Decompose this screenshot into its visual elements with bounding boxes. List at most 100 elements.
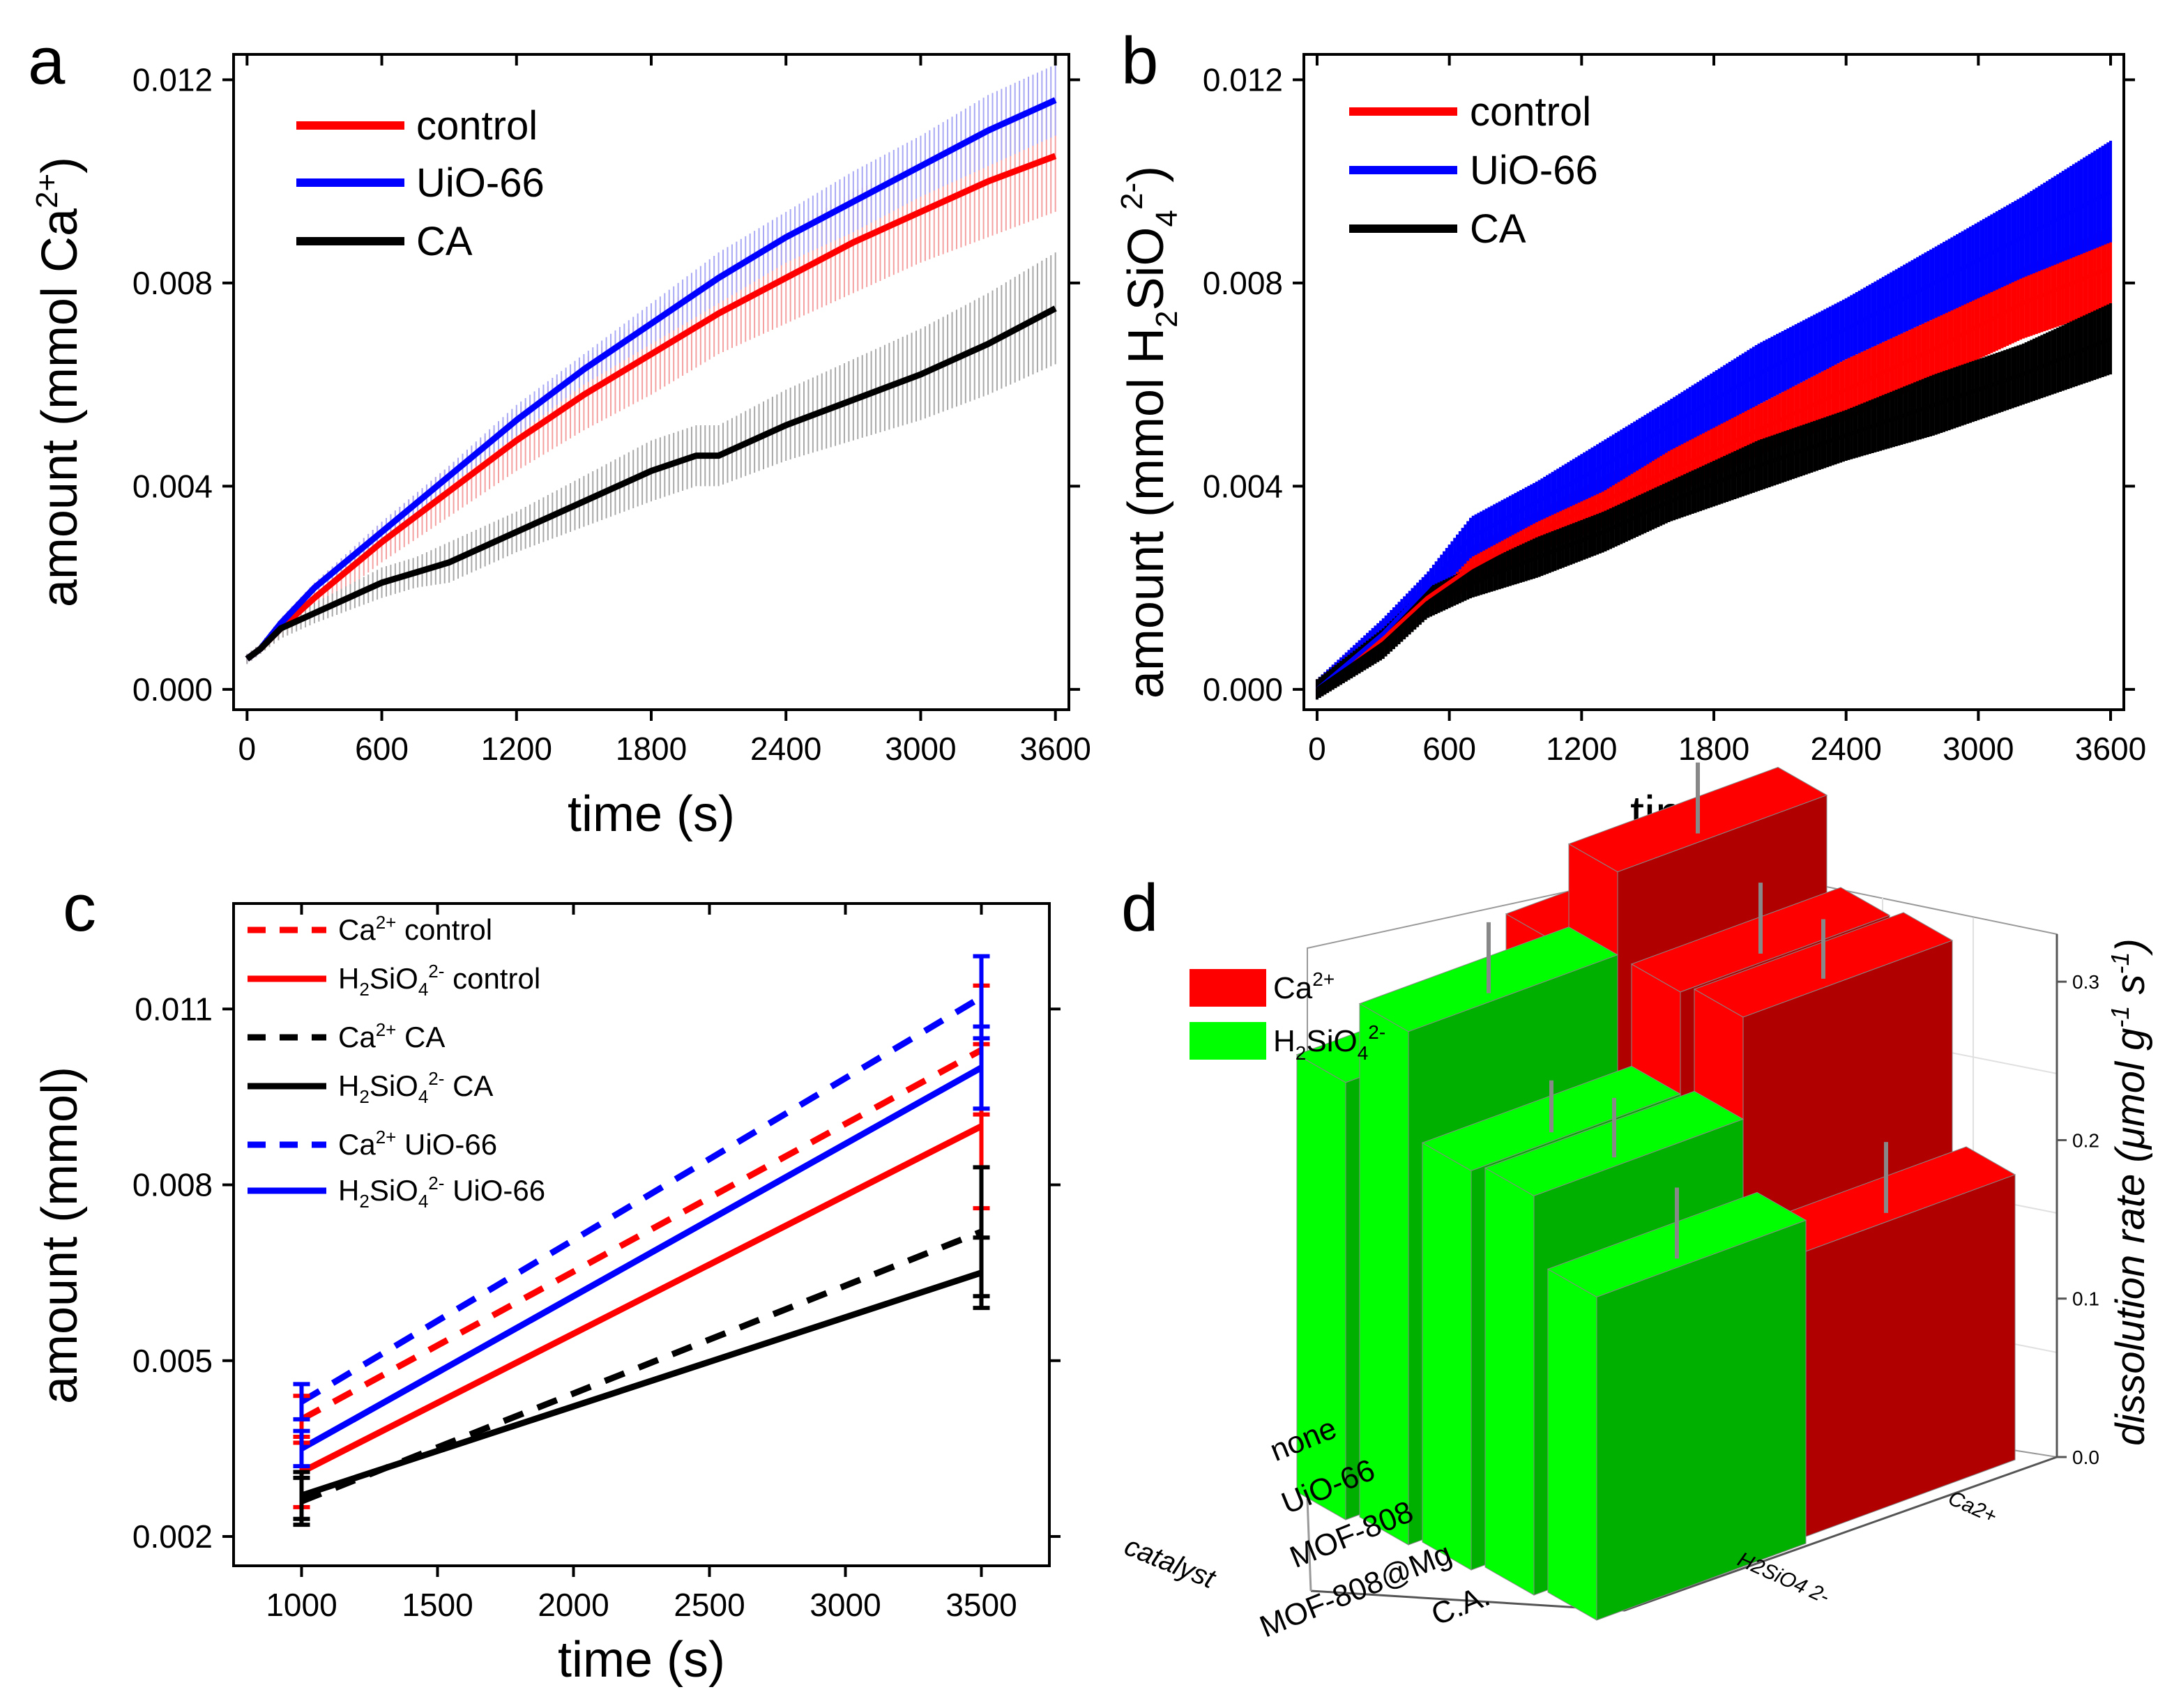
legend-c: Ca2+ control H2SiO42- control Ca2+ CA H2…	[248, 912, 545, 1212]
y-axis-title-a: amount (mmol Ca2+)	[30, 157, 88, 607]
x-tick-label: 0	[1308, 731, 1326, 767]
axis-ticks-b: 0 600 1200 1800 2400 3000 3600 0.000 0.004 0.008 0…	[1203, 54, 2146, 767]
y-tick-label: 0.012	[1203, 61, 1283, 98]
x-tick-label: 3000	[1943, 731, 2014, 767]
x-tick-label: 1200	[481, 731, 552, 767]
x-tick-label: 2000	[538, 1587, 609, 1623]
x-tick-label: 2400	[1811, 731, 1882, 767]
series-line-Ca2+ UiO-66	[300, 994, 983, 1405]
x-tick-label: 1500	[402, 1587, 473, 1623]
x-tick-label: 1800	[1678, 731, 1749, 767]
category-label: C.A.	[1427, 1578, 1495, 1632]
legend-label-control-a: control	[416, 103, 538, 148]
legend-d: Ca2+ H2SiO42-	[1190, 968, 1385, 1064]
z-tick-label: 0.0	[2072, 1447, 2099, 1468]
panel-label-c: c	[63, 871, 96, 945]
y-tick-label: 0.008	[1203, 265, 1283, 301]
series-axis-label-si: H2SiO4 2-	[1734, 1548, 1832, 1608]
legend-label-ca-control-c: Ca2+ control	[338, 912, 492, 946]
series-line-H2SiO42- UiO-66	[300, 1065, 983, 1451]
y-tick-label: 0.008	[132, 1167, 213, 1203]
bar-side-H2SiO42--C.A.	[1547, 1268, 1597, 1621]
z-tick-label: 0.1	[2072, 1288, 2099, 1310]
x-axis-title-c: time (s)	[558, 1632, 725, 1688]
z-axis-title-d: dissolution rate (μmol g-1 s-1)	[2106, 938, 2153, 1446]
legend-a: control UiO-66 CA	[296, 103, 545, 264]
series-line-control	[1316, 266, 2112, 692]
y-tick-label: 0.004	[132, 468, 213, 504]
z-tick-label: 0.3	[2072, 971, 2099, 993]
legend-label-uio66-a: UiO-66	[416, 160, 545, 206]
legend-label-ca-b: CA	[1470, 206, 1526, 252]
x-axis-title-a: time (s)	[568, 786, 735, 842]
legend-label-control-b: control	[1470, 89, 1591, 135]
series-line-H2SiO42- CA	[301, 1269, 982, 1499]
series-line-UiO-66	[245, 97, 1057, 662]
series-line-H2SiO42- control	[300, 1123, 983, 1475]
legend-label-uio66-b: UiO-66	[1470, 148, 1598, 193]
panel-b: b 0 600 1200 1800 2400 3000 3600 0.000 0.004 0.00…	[1115, 24, 2146, 842]
x-tick-label: 3000	[810, 1587, 881, 1623]
panel-c: c 1000 1500 2000 2500 3000 3500 0.002 0.005 0.00…	[32, 871, 1061, 1688]
legend-label-si-uio-c: H2SiO42- UiO-66	[338, 1173, 545, 1212]
y-tick-label: 0.002	[132, 1518, 213, 1555]
z-axis-d: 0.0 0.1 0.2 0.3	[2055, 934, 2099, 1468]
error-bars-c	[293, 954, 990, 1527]
y-axis-title-b: amount (mmol H2SiO42-)	[1115, 166, 1184, 699]
legend-label-si-d: H2SiO42-	[1273, 1021, 1385, 1064]
error-band-group-a	[246, 64, 1056, 664]
legend-label-si-control-c: H2SiO42- control	[338, 961, 540, 1000]
legend-label-si-ca-c: H2SiO42- CA	[338, 1068, 493, 1107]
legend-b: control UiO-66 CA	[1349, 89, 1598, 252]
legend-label-ca-a: CA	[416, 219, 473, 264]
x-tick-label: 3600	[2075, 731, 2146, 767]
z-tick-label: 0.2	[2072, 1129, 2099, 1151]
legend-label-ca-d: Ca2+	[1273, 968, 1335, 1005]
bar-side-H2SiO42--MOF-808	[1422, 1142, 1472, 1571]
x-tick-label: 2400	[750, 731, 821, 767]
x-tick-label: 600	[1422, 731, 1476, 767]
x-tick-label: 3600	[1020, 731, 1091, 767]
series-lines-c	[300, 994, 983, 1504]
series-line-CA	[245, 305, 1057, 662]
legend-label-ca-uio-c: Ca2+ UiO-66	[338, 1127, 497, 1161]
x-tick-label: 600	[355, 731, 409, 767]
x-tick-label: 2500	[674, 1587, 745, 1623]
plot-frame-c	[232, 902, 1051, 1567]
series-lines-b	[1316, 190, 2112, 692]
axis-ticks-c: 1000 1500 2000 2500 3000 3500 0.002 0.005 0.008 0…	[132, 903, 1061, 1623]
panel-d: d 0.0 0.1 0.2 0.3 dissolution rate (μmol g-…	[1120, 762, 2153, 1645]
legend-swatch-ca-d	[1190, 969, 1266, 1007]
series-line-Ca2+ control	[300, 1047, 983, 1422]
series-lines-a	[245, 97, 1057, 662]
legend-swatch-si-d	[1190, 1022, 1266, 1060]
axis-ticks-a: 0 600 1200 1800 2400 3000 3600 0.000 0.004 0.008 0…	[132, 54, 1091, 767]
x-tick-label: 1800	[616, 731, 687, 767]
x-axis-title-d: catalyst	[1120, 1531, 1221, 1595]
panel-label-a: a	[28, 24, 66, 98]
y-tick-label: 0.012	[132, 61, 213, 98]
series-axis-label-ca: Ca2+	[1945, 1486, 2000, 1528]
x-tick-label: 3500	[945, 1587, 1017, 1623]
x-tick-label: 1000	[266, 1587, 337, 1623]
y-axis-title-c: amount (mmol)	[32, 1067, 88, 1404]
y-tick-label: 0.000	[1203, 671, 1283, 708]
y-tick-label: 0.005	[132, 1343, 213, 1379]
series-line-control	[245, 153, 1057, 662]
bars-3d	[1295, 762, 2016, 1621]
bar-side-H2SiO42--MOF-808@Mg	[1484, 1167, 1535, 1596]
x-tick-label: 1200	[1546, 731, 1617, 767]
category-label: MOF-808@Mg	[1255, 1537, 1457, 1645]
panel-label-d: d	[1121, 871, 1158, 945]
y-tick-label: 0.004	[1203, 468, 1283, 504]
y-tick-label: 0.011	[135, 991, 213, 1027]
series-line-CA	[1316, 337, 2112, 692]
legend-label-ca-ca-c: Ca2+ CA	[338, 1019, 445, 1053]
x-tick-label: 3000	[885, 731, 956, 767]
y-tick-label: 0.000	[132, 671, 213, 708]
panel-a: a 0 600 1200 1800 2400 3000 3600 0.000 0.004 0.00…	[28, 24, 1091, 842]
y-tick-label: 0.008	[132, 265, 213, 301]
series-line-UiO-66	[1316, 190, 2112, 692]
panel-label-b: b	[1121, 24, 1158, 98]
